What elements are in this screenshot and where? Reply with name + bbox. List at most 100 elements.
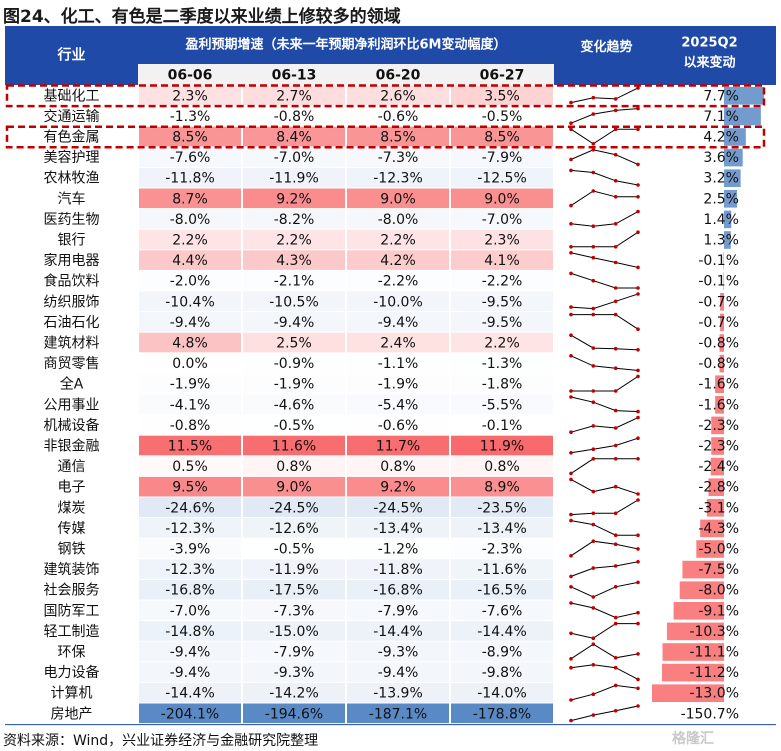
value-cell <box>347 188 449 209</box>
trend-point <box>636 677 640 682</box>
value-label: -7.0% <box>170 603 211 619</box>
value-cell <box>243 641 345 662</box>
value-cell <box>451 703 553 724</box>
value-cell <box>451 209 553 229</box>
value-label: 2.2% <box>172 233 208 249</box>
industry-name: 公用事业 <box>44 397 100 413</box>
industry-name: 医药生物 <box>44 212 100 228</box>
trend-point <box>591 346 596 350</box>
trend-point <box>613 426 618 430</box>
value-label: 2.2% <box>276 233 312 249</box>
value-label: -178.8% <box>473 706 531 722</box>
value-label: -11.8% <box>373 562 423 578</box>
value-label: 8.9% <box>484 480 520 496</box>
value-label: 0.0% <box>172 356 208 372</box>
value-cell <box>243 394 345 415</box>
value-cell <box>451 85 553 106</box>
change-bar <box>679 581 724 599</box>
industry-name: 传媒 <box>58 521 86 537</box>
date-row-bg <box>138 64 554 85</box>
change-label: -2.4% <box>698 459 739 475</box>
trend-sparkline <box>570 520 638 536</box>
value-cell <box>139 559 241 579</box>
date-label: 06-06 <box>168 68 213 84</box>
change-bar <box>719 354 724 373</box>
trend-sparkline <box>570 87 639 104</box>
change-label: -0.8% <box>698 356 739 372</box>
value-label: -7.9% <box>274 645 315 661</box>
trend-point <box>591 170 596 175</box>
value-cell <box>347 559 449 579</box>
trend-point <box>569 305 573 309</box>
value-cell <box>243 126 345 147</box>
trend-point <box>636 580 640 585</box>
value-label: 8.5% <box>484 130 520 146</box>
trend-point <box>613 389 618 393</box>
value-label: -9.4% <box>378 315 419 331</box>
value-cell <box>451 167 553 188</box>
value-label: 9.0% <box>380 191 416 207</box>
change-label: -1.6% <box>698 377 739 393</box>
value-label: -14.8% <box>165 624 215 640</box>
value-cell <box>347 209 449 229</box>
trend-point <box>591 224 596 228</box>
value-label: -23.5% <box>477 500 527 516</box>
trend-point <box>569 718 573 723</box>
value-label: -10.4% <box>165 294 215 310</box>
value-cell <box>139 394 241 415</box>
trend-point <box>613 366 618 371</box>
value-label: -11.9% <box>269 171 319 187</box>
value-cell <box>243 291 345 312</box>
value-label: -5.4% <box>378 397 419 413</box>
trend-point <box>569 574 573 579</box>
value-label: 2.3% <box>484 233 520 249</box>
value-label: -194.6% <box>265 706 323 722</box>
value-cell <box>347 662 449 682</box>
industry-name: 环保 <box>58 645 86 661</box>
value-label: 9.2% <box>276 191 312 207</box>
industry-name: 美容护理 <box>44 149 100 166</box>
trend-point <box>613 656 618 660</box>
value-cell <box>139 250 241 270</box>
trend-sparkline <box>570 623 638 639</box>
trend-point <box>569 157 573 162</box>
value-label: -24.5% <box>373 500 423 516</box>
value-cell <box>243 353 345 373</box>
trend-point <box>636 436 640 441</box>
change-bar <box>724 169 741 187</box>
trend-point <box>569 601 573 605</box>
value-label: -7.6% <box>170 150 211 166</box>
value-cell <box>347 291 449 312</box>
value-label: -12.3% <box>373 171 423 187</box>
industry-name: 轻工制造 <box>44 624 100 640</box>
value-label: -15.0% <box>269 624 319 640</box>
trend-point <box>613 709 618 713</box>
value-label: 2.2% <box>484 336 520 352</box>
industry-name: 汽车 <box>58 190 86 207</box>
trend-point <box>591 566 596 570</box>
change-label: -0.8% <box>698 336 739 352</box>
value-cell <box>451 538 553 559</box>
value-cell <box>451 579 553 600</box>
change-label: -1.6% <box>698 397 739 413</box>
trend-point <box>613 564 618 568</box>
trend-point <box>613 615 618 620</box>
trend-point <box>591 95 596 100</box>
trend-point <box>613 195 618 199</box>
change-label: -0.7% <box>698 294 739 310</box>
value-cell <box>243 518 345 538</box>
value-label: -24.6% <box>165 500 215 516</box>
trend-sparkline <box>570 643 639 660</box>
trend-point <box>613 108 618 113</box>
value-cell <box>347 682 449 703</box>
trend-sparkline <box>570 211 639 227</box>
trend-sparkline <box>570 149 639 165</box>
value-label: 9.5% <box>172 480 208 496</box>
value-label: -16.8% <box>165 583 215 599</box>
value-label: -7.3% <box>378 150 419 166</box>
value-label: -9.5% <box>482 294 523 310</box>
value-cell <box>243 312 345 332</box>
value-cell <box>139 147 241 167</box>
industry-name: 电力设备 <box>44 664 100 681</box>
watermark: 格隆汇 <box>672 731 714 747</box>
